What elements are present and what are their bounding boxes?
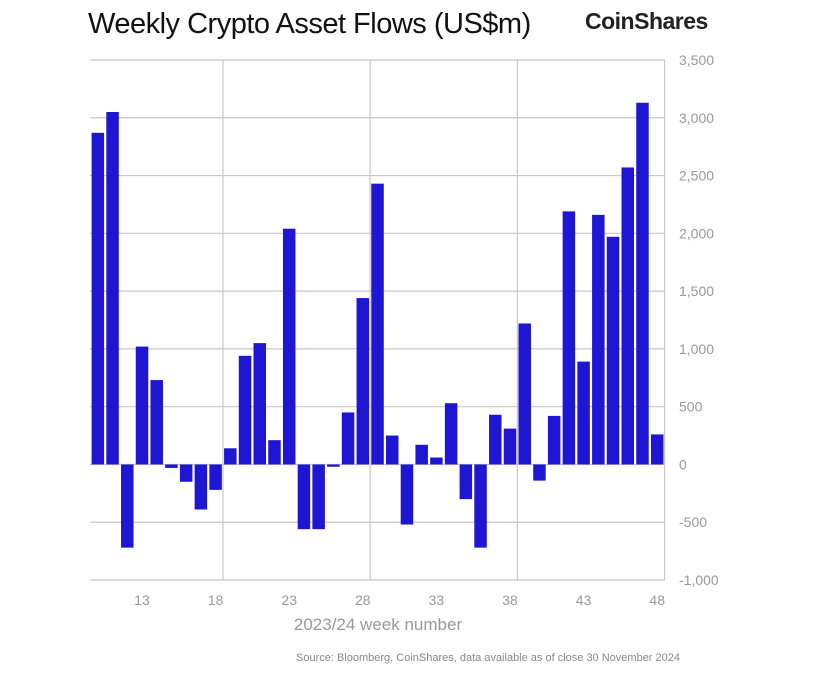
bar-week-14 [150, 380, 163, 465]
bar-week-47 [636, 102, 649, 465]
y-tick-label: 2,000 [679, 225, 714, 241]
bar-week-37 [489, 414, 502, 465]
bar-week-26 [327, 464, 340, 467]
bar-week-25 [312, 464, 325, 530]
bar-week-15 [165, 464, 178, 468]
bar-week-40 [533, 464, 546, 481]
bar-week-43 [577, 361, 590, 465]
bar-week-44 [592, 214, 605, 465]
bar-week-35 [459, 464, 473, 500]
x-tick-label: 38 [502, 592, 518, 608]
y-tick-label: 1,500 [679, 283, 714, 299]
y-tick-label: -1,000 [679, 572, 719, 588]
bar-week-36 [474, 464, 487, 548]
y-tick-label: 3,500 [679, 52, 714, 68]
x-tick-label: 33 [429, 592, 445, 608]
y-tick-label: 1,000 [679, 341, 714, 357]
bar-week-34 [444, 403, 458, 465]
bar-week-10 [91, 132, 105, 465]
bar-week-46 [621, 167, 635, 465]
bar-week-41 [547, 415, 561, 465]
x-tick-label: 48 [649, 592, 665, 608]
bar-week-24 [297, 464, 311, 530]
y-tick-label: 0 [679, 456, 687, 472]
bar-week-23 [282, 228, 296, 465]
bar-week-19 [224, 448, 237, 465]
bar-week-30 [385, 435, 399, 465]
bar-week-12 [121, 464, 134, 548]
y-tick-label: -500 [679, 514, 707, 530]
coinshares-logo: CoinShares [585, 8, 708, 34]
x-axis-label: 2023/24 week number [294, 615, 463, 634]
bar-week-27 [341, 412, 355, 465]
bar-week-33 [430, 457, 443, 465]
x-tick-label: 43 [576, 592, 592, 608]
bar-week-29 [371, 183, 384, 465]
bar-week-28 [356, 298, 370, 465]
bar-week-17 [194, 464, 208, 510]
x-tick-label: 28 [355, 592, 371, 608]
bar-week-22 [268, 440, 281, 465]
bar-week-11 [106, 112, 119, 465]
x-tick-label: 18 [208, 592, 224, 608]
bar-week-42 [562, 211, 576, 465]
source-note: Source: Bloomberg, CoinShares, data avai… [296, 652, 681, 664]
bar-week-39 [518, 323, 531, 465]
y-tick-label: 3,000 [679, 110, 714, 126]
x-tick-label: 23 [281, 592, 297, 608]
y-tick-label: 2,500 [679, 168, 714, 184]
bar-week-18 [209, 464, 222, 490]
bar-week-32 [415, 444, 428, 465]
bar-week-45 [606, 236, 620, 465]
bar-week-48 [650, 434, 664, 465]
x-tick-label: 13 [134, 592, 150, 608]
bar-week-21 [253, 343, 267, 465]
bar-week-16 [179, 464, 193, 482]
bar-week-38 [503, 428, 517, 465]
y-tick-label: 500 [679, 399, 703, 415]
bar-week-20 [238, 355, 252, 465]
chart-title: Weekly Crypto Asset Flows (US$m) [88, 8, 531, 40]
bar-week-13 [135, 346, 149, 465]
bar-week-31 [400, 464, 414, 525]
